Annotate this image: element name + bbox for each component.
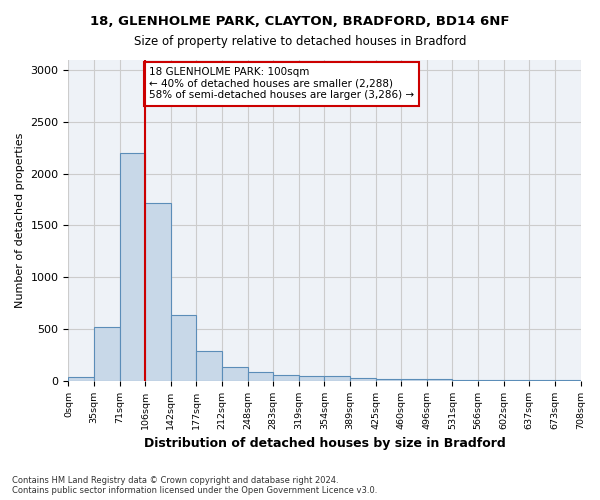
Bar (94, 327, 119, 380)
Bar (273, 376, 299, 380)
Y-axis label: Number of detached properties: Number of detached properties (15, 132, 25, 308)
Bar (299, 376, 325, 380)
Text: 18 GLENHOLME PARK: 100sqm
← 40% of detached houses are smaller (2,288)
58% of se: 18 GLENHOLME PARK: 100sqm ← 40% of detac… (149, 67, 414, 100)
Text: Size of property relative to detached houses in Bradford: Size of property relative to detached ho… (134, 35, 466, 48)
Bar (401, 378, 427, 380)
Bar (222, 367, 248, 380)
Bar (325, 376, 350, 380)
X-axis label: Distribution of detached houses by size in Bradford: Distribution of detached houses by size … (143, 437, 505, 450)
Bar (376, 378, 401, 380)
Bar (196, 350, 222, 380)
Bar (119, 153, 145, 380)
Text: Contains HM Land Registry data © Crown copyright and database right 2024.
Contai: Contains HM Land Registry data © Crown c… (12, 476, 377, 495)
Text: 18, GLENHOLME PARK, CLAYTON, BRADFORD, BD14 6NF: 18, GLENHOLME PARK, CLAYTON, BRADFORD, B… (90, 15, 510, 28)
Bar (68, 378, 94, 380)
Bar (171, 316, 196, 380)
Bar (145, 202, 171, 380)
Bar (248, 372, 273, 380)
Bar (427, 379, 452, 380)
Bar (350, 378, 376, 380)
